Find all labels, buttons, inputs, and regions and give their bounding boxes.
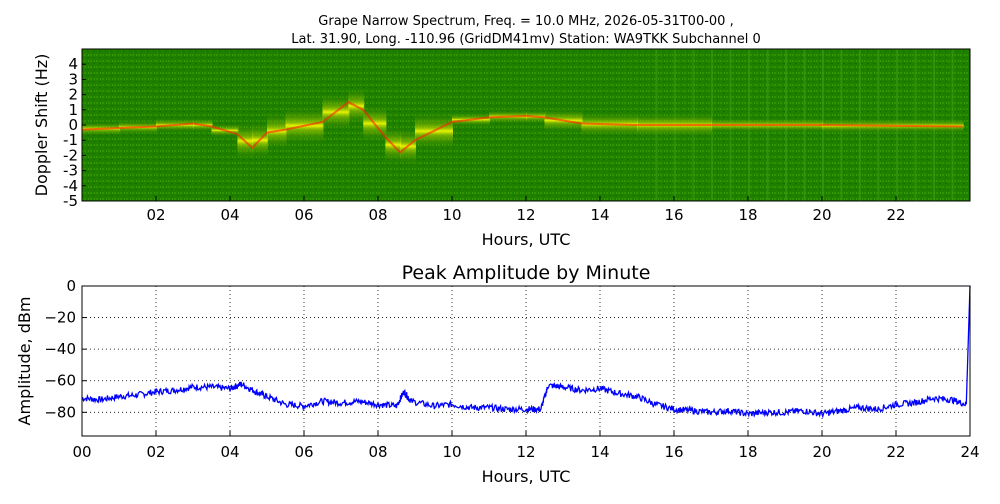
spectrogram-x-tick-label: 14: [590, 206, 609, 224]
amplitude-x-tick-label: 04: [220, 443, 239, 461]
amplitude-y-axis-label: Amplitude, dBm: [15, 297, 34, 426]
spectrogram-x-tick-label: 04: [220, 206, 239, 224]
spectrogram-x-ticks: 02 04 06 08 10 12 14 16 18 20 22: [146, 196, 906, 224]
amplitude-x-tick-label: 16: [664, 443, 683, 461]
amplitude-x-ticks: 00 02 04 06 08 10 12 14 16 18 20 22 24: [72, 431, 980, 461]
amplitude-x-tick-label: 08: [368, 443, 387, 461]
amplitude-x-tick-label: 24: [960, 443, 979, 461]
spectrogram-y-tick-label: -2: [63, 146, 78, 164]
spectrogram-y-axis-label: Doppler Shift (Hz): [32, 54, 51, 197]
amplitude-x-tick-label: 18: [738, 443, 757, 461]
spectrogram-y-tick-label: 0: [68, 116, 78, 134]
spectrogram-x-tick-label: 10: [442, 206, 461, 224]
spectrogram-x-tick-label: 16: [664, 206, 683, 224]
spectrogram-x-tick-label: 22: [886, 206, 905, 224]
spectrogram-x-tick-label: 20: [812, 206, 831, 224]
amplitude-y-tick-label: −20: [44, 309, 76, 327]
spectrogram-x-tick-label: 06: [294, 206, 313, 224]
spectrogram-title-line1: Grape Narrow Spectrum, Freq. = 10.0 MHz,…: [318, 14, 733, 29]
spectrogram-y-tick-label: 4: [68, 55, 78, 73]
amplitude-y-tick-label: −80: [44, 403, 76, 421]
amplitude-y-tick-label: 0: [66, 277, 76, 295]
amplitude-grid: [82, 286, 970, 436]
amplitude-y-tick-label: −60: [44, 372, 76, 390]
amplitude-x-tick-label: 22: [886, 443, 905, 461]
amplitude-x-tick-label: 14: [590, 443, 609, 461]
spectrogram-x-tick-label: 12: [516, 206, 535, 224]
spectrogram-x-tick-label: 02: [146, 206, 165, 224]
spectrogram-title-line2: Lat. 31.90, Long. -110.96 (GridDM41mv) S…: [291, 32, 761, 47]
amplitude-x-tick-label: 02: [146, 443, 165, 461]
amplitude-x-tick-label: 12: [516, 443, 535, 461]
spectrogram-plot: [82, 49, 970, 201]
spectrogram-x-axis-label: Hours, UTC: [482, 230, 571, 249]
amplitude-x-tick-label: 00: [72, 443, 91, 461]
amplitude-x-tick-label: 20: [812, 443, 831, 461]
amplitude-y-ticks: 0 −20 −40 −60 −80: [44, 277, 87, 421]
amplitude-x-tick-label: 10: [442, 443, 461, 461]
spectrogram-y-tick-label: -3: [63, 162, 78, 180]
spectrogram-peak-trace: [82, 101, 963, 154]
amplitude-series-line: [81, 285, 971, 419]
spectrogram-y-tick-label: 2: [68, 86, 78, 104]
spectrogram-x-tick-label: 18: [738, 206, 757, 224]
spectrogram-y-tick-label: -5: [63, 192, 78, 210]
amplitude-title: Peak Amplitude by Minute: [402, 262, 651, 284]
spectrogram-x-tick-label: 08: [368, 206, 387, 224]
amplitude-y-tick-label: −40: [44, 340, 76, 358]
spectrogram-y-tick-label: -4: [63, 177, 78, 195]
spectrogram-y-tick-label: 1: [68, 101, 78, 119]
spectrogram-y-tick-label: 3: [68, 70, 78, 88]
amplitude-x-tick-label: 06: [294, 443, 313, 461]
spectrogram-y-tick-label: -1: [63, 131, 78, 149]
amplitude-x-axis-label: Hours, UTC: [482, 467, 571, 486]
